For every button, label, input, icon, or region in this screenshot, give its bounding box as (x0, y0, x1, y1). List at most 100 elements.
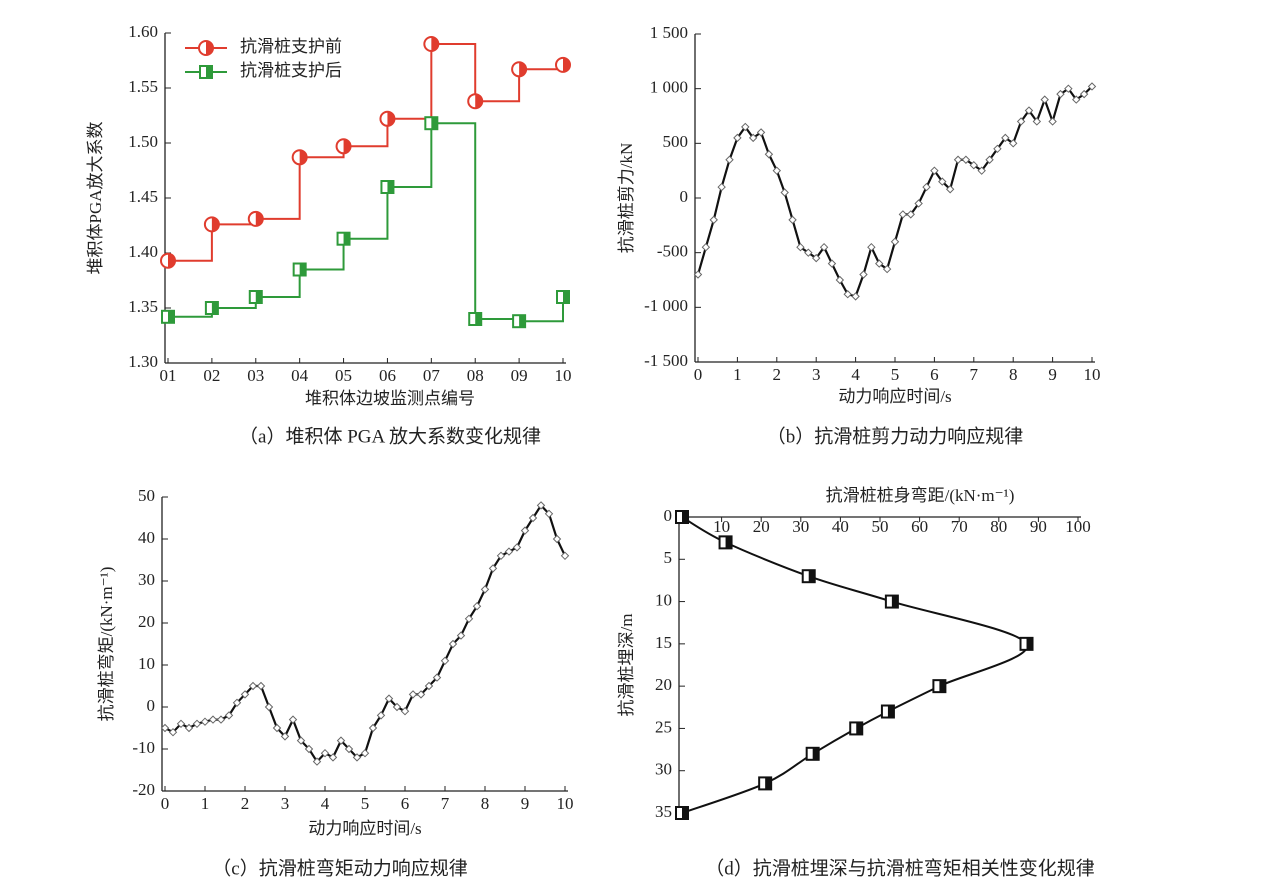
marker (512, 314, 527, 329)
marker-outline (296, 736, 306, 745)
x-tick-label: 9 (521, 794, 530, 813)
y-tick-label: -1 500 (644, 351, 688, 370)
marker (717, 182, 726, 192)
marker (701, 242, 711, 252)
marker-outline (1008, 139, 1018, 148)
marker-outline (536, 501, 546, 510)
x-tick-label: 60 (911, 517, 928, 536)
marker-outline (472, 601, 482, 611)
marker-outline (890, 237, 900, 246)
marker-outline (328, 753, 338, 762)
marker (520, 526, 530, 535)
x-tick-label: 40 (832, 517, 849, 536)
marker (882, 264, 892, 274)
marker (423, 36, 440, 52)
marker (192, 719, 202, 729)
marker-outline (772, 166, 782, 175)
marker-outline (835, 275, 845, 285)
marker (392, 702, 402, 712)
marker-outline (248, 681, 258, 691)
y-tick-label: -20 (132, 780, 155, 799)
x-axis-label: 动力响应时间/s (308, 819, 421, 838)
marker (352, 753, 362, 762)
marker-fill (1026, 637, 1033, 650)
marker (440, 656, 450, 666)
marker-outline (240, 690, 250, 699)
marker-outline (400, 706, 410, 716)
marker-outline (504, 547, 514, 556)
marker-outline (985, 155, 994, 164)
x-axis-label: 动力响应时间/s (838, 387, 951, 406)
marker (718, 535, 733, 550)
marker-fill (255, 291, 262, 303)
series-line (164, 503, 566, 764)
marker-fill (475, 94, 483, 109)
marker (203, 216, 220, 233)
y-tick-label: 1.35 (128, 297, 158, 316)
marker (204, 301, 219, 315)
marker (1032, 117, 1042, 126)
y-tick-label: 1.55 (128, 77, 158, 96)
marker-fill (431, 37, 439, 51)
marker-fill (255, 211, 263, 226)
series-line (696, 85, 1093, 298)
marker-outline (741, 122, 750, 132)
marker (432, 673, 442, 682)
marker-fill (168, 310, 174, 323)
y-tick-label: 0 (664, 506, 673, 525)
x-tick-label: 2 (241, 794, 250, 813)
x-tick-label: 6 (401, 794, 410, 813)
marker (884, 594, 899, 609)
y-tick-label: 40 (138, 528, 155, 547)
x-tick-label: 7 (441, 794, 450, 813)
marker-fill (939, 680, 946, 693)
x-tick-label: 0 (161, 794, 170, 813)
y-tick-label: 15 (655, 633, 672, 652)
marker-outline (272, 723, 282, 733)
marker-outline (748, 133, 758, 143)
step-line (168, 122, 564, 323)
marker-outline (859, 270, 868, 279)
marker (368, 723, 378, 733)
marker-outline (701, 242, 711, 252)
marker (788, 215, 797, 225)
marker (1056, 89, 1065, 99)
marker (1008, 139, 1018, 148)
y-tick-label: 1.50 (128, 132, 158, 151)
marker (880, 704, 895, 719)
marker (536, 501, 546, 510)
marker-outline (344, 744, 354, 754)
marker (709, 215, 718, 225)
marker-outline (304, 744, 314, 754)
marker-fill (682, 807, 688, 819)
marker (772, 166, 782, 175)
x-tick-label: 02 (203, 366, 220, 385)
marker (472, 601, 482, 611)
marker (184, 723, 194, 733)
marker (675, 806, 689, 820)
x-tick-label: 08 (467, 366, 484, 385)
marker (384, 694, 394, 703)
marker-fill (299, 263, 306, 276)
marker (932, 679, 947, 694)
x-tick-label: 50 (872, 517, 889, 536)
marker-outline (843, 290, 852, 299)
marker (320, 748, 330, 758)
marker (200, 717, 210, 726)
legend-label: 抗滑桩支护前 (240, 37, 342, 56)
marker (456, 631, 466, 640)
marker-outline (788, 215, 797, 225)
marker (851, 292, 860, 301)
marker (544, 509, 554, 519)
marker-outline (456, 631, 466, 640)
marker (380, 180, 395, 194)
marker-fill (387, 111, 395, 126)
marker-outline (232, 698, 242, 708)
marker-outline (392, 702, 402, 712)
marker (360, 748, 370, 758)
marker-outline (176, 719, 186, 729)
marker (922, 182, 931, 192)
y-tick-label: 50 (138, 486, 155, 505)
y-tick-label: 0 (680, 187, 689, 206)
marker-outline (969, 160, 979, 170)
